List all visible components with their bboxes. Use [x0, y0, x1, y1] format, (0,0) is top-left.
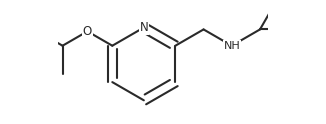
- Text: O: O: [83, 25, 92, 38]
- Text: N: N: [140, 21, 148, 34]
- Text: NH: NH: [223, 41, 240, 51]
